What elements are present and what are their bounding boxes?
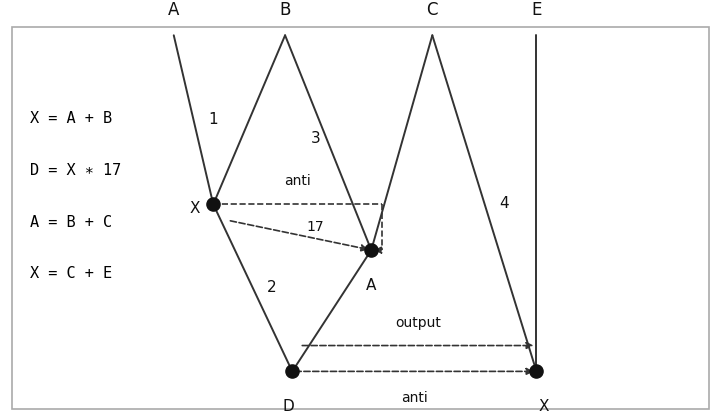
Text: anti: anti (401, 391, 428, 405)
Text: A: A (168, 1, 180, 19)
Text: D = X ∗ 17: D = X ∗ 17 (30, 163, 121, 178)
Text: output: output (395, 316, 441, 330)
Point (531, 368, 542, 375)
Text: A = B + C: A = B + C (30, 215, 112, 230)
Text: 17: 17 (306, 220, 324, 234)
Text: X = C + E: X = C + E (30, 266, 112, 282)
Text: E: E (531, 1, 541, 19)
Text: C: C (427, 1, 438, 19)
Point (208, 201, 219, 208)
Text: 4: 4 (499, 196, 508, 211)
Text: X = A + B: X = A + B (30, 111, 112, 126)
Text: 2: 2 (267, 280, 277, 295)
Text: anti: anti (284, 174, 311, 189)
Text: D: D (283, 399, 295, 414)
Point (286, 368, 298, 375)
Text: 3: 3 (311, 131, 321, 146)
Text: A: A (366, 278, 376, 293)
Text: B: B (280, 1, 291, 19)
Text: X: X (190, 201, 200, 216)
Point (366, 247, 377, 253)
Text: X: X (539, 399, 549, 414)
Text: 1: 1 (208, 112, 218, 127)
